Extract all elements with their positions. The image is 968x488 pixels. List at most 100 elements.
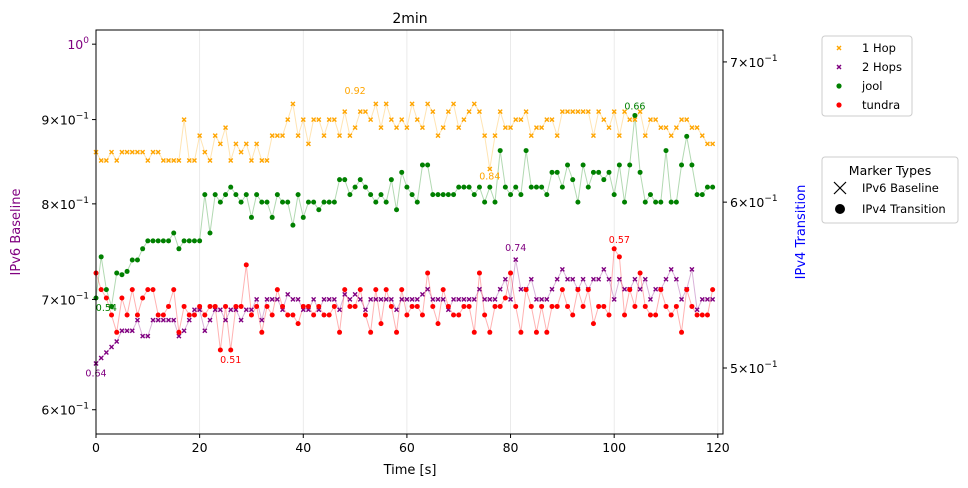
jool-point bbox=[585, 184, 591, 190]
1-hop-point bbox=[466, 109, 472, 115]
jool-point bbox=[482, 199, 488, 205]
2-hops-point bbox=[679, 296, 685, 302]
tundra-point bbox=[269, 312, 275, 318]
1-hop-point bbox=[145, 157, 151, 163]
1-hop-point bbox=[337, 133, 343, 139]
1-hop-point bbox=[601, 117, 607, 123]
jool-point bbox=[217, 199, 223, 205]
chart-title: 2min bbox=[392, 11, 427, 27]
1-hop-point bbox=[699, 133, 705, 139]
2-hops-point bbox=[378, 296, 384, 302]
jool-point bbox=[171, 230, 177, 236]
1-hop-point bbox=[223, 125, 229, 131]
2-hops-point bbox=[290, 296, 296, 302]
1-hop-point bbox=[352, 125, 358, 131]
jool-point bbox=[150, 238, 156, 244]
2-hops-point bbox=[186, 317, 192, 323]
data-label: 0.66 bbox=[624, 101, 645, 112]
legend-marker bbox=[836, 102, 842, 108]
1-hop-point bbox=[606, 125, 612, 131]
1-hop-point bbox=[331, 117, 337, 123]
tundra-point bbox=[673, 303, 679, 309]
jool-point bbox=[575, 199, 581, 205]
1-hop-point bbox=[321, 133, 327, 139]
1-hop-point bbox=[508, 125, 514, 131]
1-hop-point bbox=[689, 125, 695, 131]
series-lines bbox=[95, 101, 714, 364]
jool-point bbox=[451, 192, 457, 198]
1-hop-point bbox=[285, 117, 291, 123]
jool-point bbox=[570, 177, 576, 183]
series-line bbox=[95, 259, 713, 364]
2-hops-point bbox=[357, 296, 363, 302]
jool-point bbox=[362, 184, 368, 190]
tundra-point bbox=[186, 312, 192, 318]
2-hops-point bbox=[637, 286, 643, 292]
2-hops-point bbox=[451, 296, 457, 302]
1-hop-point bbox=[362, 109, 368, 115]
1-hop-point bbox=[430, 109, 436, 115]
1-hop-point bbox=[342, 109, 348, 115]
tundra-point bbox=[637, 270, 643, 276]
jool-point bbox=[513, 184, 519, 190]
jool-point bbox=[331, 199, 337, 205]
tundra-point bbox=[497, 303, 503, 309]
1-hop-point bbox=[419, 125, 425, 131]
1-hop-point bbox=[528, 133, 534, 139]
right-tick-label: 7×10−1 bbox=[730, 54, 778, 70]
2-hops-point bbox=[254, 296, 260, 302]
1-hop-point bbox=[155, 149, 161, 155]
tundra-point bbox=[668, 312, 674, 318]
1-hop-point bbox=[109, 149, 115, 155]
jool-point bbox=[388, 177, 394, 183]
2-hops-point bbox=[223, 317, 229, 323]
1-hop-point bbox=[653, 117, 659, 123]
tundra-point bbox=[326, 312, 332, 318]
2-hops-point bbox=[264, 296, 270, 302]
tundra-point bbox=[533, 329, 539, 335]
1-hop-point bbox=[694, 125, 700, 131]
tundra-point bbox=[694, 312, 700, 318]
1-hop-point bbox=[704, 141, 710, 147]
1-hop-point bbox=[482, 133, 488, 139]
1-hop-point bbox=[414, 117, 420, 123]
2-hops-point bbox=[404, 296, 410, 302]
1-hop-point bbox=[160, 157, 166, 163]
tundra-point bbox=[632, 303, 638, 309]
series-legend-frame bbox=[821, 35, 913, 117]
tundra-point bbox=[414, 303, 420, 309]
legend-marker bbox=[836, 45, 842, 51]
2-hops-point bbox=[155, 317, 161, 323]
1-hop-point bbox=[176, 157, 182, 163]
2-hops-point bbox=[539, 296, 545, 302]
jool-point bbox=[445, 192, 451, 198]
1-hop-point bbox=[513, 117, 519, 123]
2-hops-point bbox=[596, 276, 602, 282]
2-hops-point bbox=[98, 355, 104, 361]
tundra-point bbox=[207, 303, 213, 309]
jool-point bbox=[352, 184, 358, 190]
1-hop-point bbox=[399, 117, 405, 123]
2-hops-point bbox=[228, 307, 234, 313]
1-hop-point bbox=[539, 125, 545, 131]
1-hop-point bbox=[497, 109, 503, 115]
2-hops-point bbox=[601, 266, 607, 272]
tundra-point bbox=[647, 312, 653, 318]
2-hops-point bbox=[295, 296, 301, 302]
tundra-point bbox=[425, 270, 431, 276]
left-tick-label: 100 bbox=[67, 36, 89, 52]
2-hops-point bbox=[699, 296, 705, 302]
jool-point bbox=[508, 192, 514, 198]
jool-point bbox=[414, 199, 420, 205]
1-hop-point bbox=[533, 125, 539, 131]
tundra-point bbox=[404, 312, 410, 318]
1-hop-point bbox=[305, 141, 311, 147]
tundra-point bbox=[487, 329, 493, 335]
tundra-point bbox=[124, 312, 130, 318]
marker-legend-frame bbox=[821, 156, 959, 224]
1-hop-point bbox=[394, 125, 400, 131]
2-hops-point bbox=[565, 276, 571, 282]
2-hops-point bbox=[580, 276, 586, 282]
2-hops-point bbox=[533, 296, 539, 302]
2-hops-point bbox=[285, 291, 291, 297]
